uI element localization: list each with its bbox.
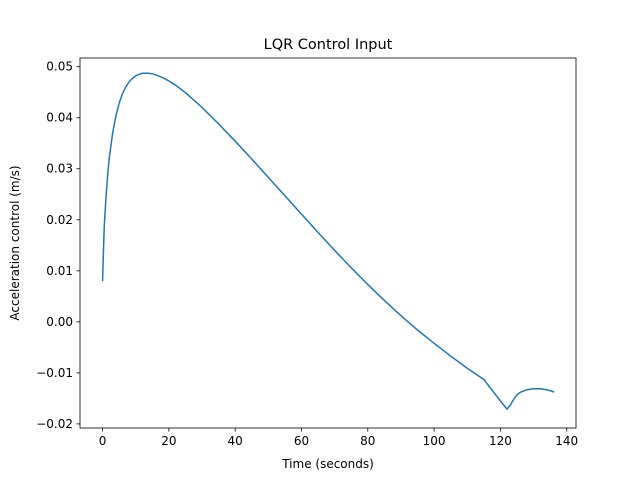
- series-layer: [101, 72, 555, 410]
- chart-title: LQR Control Input: [264, 37, 393, 53]
- x-tick-label: 20: [161, 434, 176, 448]
- x-tick-label: 40: [228, 434, 243, 448]
- y-tick-label: 0.01: [46, 264, 73, 278]
- x-tick-label: 80: [360, 434, 375, 448]
- y-tick-label: 0.05: [46, 60, 73, 74]
- y-tick-label: −0.02: [36, 417, 73, 431]
- y-axis-ticks: −0.02 −0.01 0.00 0.01 0.02 0.03 0.04 0.05: [36, 60, 80, 431]
- y-tick-label: 0.02: [46, 213, 73, 227]
- x-tick-label: 100: [423, 434, 446, 448]
- x-tick-label: 120: [489, 434, 512, 448]
- x-tick-label: 0: [99, 434, 107, 448]
- y-tick-label: −0.01: [36, 366, 73, 380]
- series-line-0: [101, 72, 555, 410]
- y-tick-label: 0.04: [46, 111, 73, 125]
- x-axis-ticks: 0 20 40 60 80 100 120 140: [99, 428, 578, 448]
- x-axis-label: Time (seconds): [281, 457, 374, 471]
- x-tick-label: 140: [555, 434, 578, 448]
- y-tick-label: 0.03: [46, 162, 73, 176]
- x-tick-label: 60: [294, 434, 309, 448]
- y-axis-label: Acceleration control (m/s): [8, 165, 22, 320]
- y-tick-label: 0.00: [46, 315, 73, 329]
- plot-area-frame: [79, 57, 577, 429]
